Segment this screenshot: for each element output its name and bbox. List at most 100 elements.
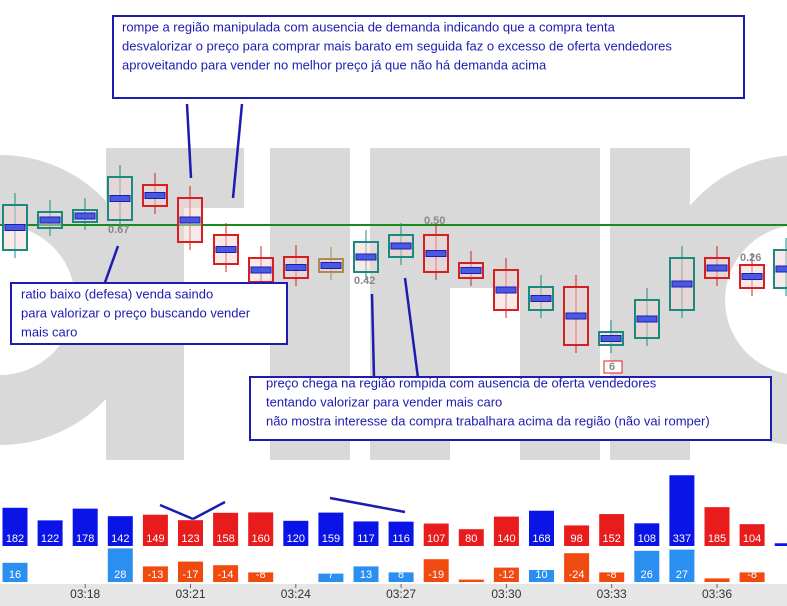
annotation-boxes: [10, 15, 772, 441]
delta-label: -8: [256, 569, 266, 581]
time-label: 03:27: [386, 587, 416, 601]
delta-label: 0: [82, 569, 88, 581]
delta-label: -3: [712, 569, 722, 581]
delta-label: -17: [183, 569, 199, 581]
poc: [355, 253, 377, 261]
volume-label: 104: [743, 533, 761, 545]
volume-label: 158: [216, 533, 234, 545]
chart-label: 0.26: [740, 252, 761, 264]
poc: [530, 295, 552, 302]
poc: [250, 266, 272, 274]
volume-bar: [634, 523, 660, 546]
volume-bar: [564, 525, 590, 546]
delta-label: -12: [498, 569, 514, 581]
delta-bar: [2, 562, 28, 582]
annotation-text: mais caro: [21, 324, 77, 339]
volume-bar: [213, 512, 239, 546]
volume-label: 13: [781, 533, 787, 545]
poc: [600, 335, 622, 342]
delta-bar: [248, 572, 274, 582]
delta-label: 13: [360, 569, 372, 581]
time-label: 03:33: [597, 587, 627, 601]
annotation-text: aproveitando para vender no melhor preço…: [122, 57, 547, 72]
time-axis: [0, 584, 787, 606]
poc: [144, 192, 166, 199]
volume-label: 122: [41, 533, 59, 545]
poc: [741, 273, 763, 280]
delta-label: 28: [114, 569, 126, 581]
annotation-text: desvalorizar o preço para comprar mais b…: [122, 38, 672, 53]
delta-bar: [634, 550, 660, 582]
volume-bar: [72, 508, 98, 546]
delta-label: 27: [676, 569, 688, 581]
delta-label: -8: [747, 569, 757, 581]
delta-label: -8: [607, 569, 617, 581]
delta-label: 0: [47, 569, 53, 581]
annotation-text: rompe a região manipulada com ausencia d…: [122, 19, 616, 34]
volume-bar: [283, 520, 309, 546]
delta-bar: [178, 561, 203, 582]
delta-label: 0: [784, 569, 787, 581]
delta-bar: [564, 553, 590, 582]
poc: [74, 212, 96, 220]
volume-bar: [318, 512, 344, 546]
annotation-text: não mostra interesse da compra trabalhar…: [266, 413, 710, 428]
poc: [179, 216, 201, 224]
volume-label: 178: [76, 533, 94, 545]
delta-bar: [599, 572, 625, 582]
volume-label: 149: [146, 533, 164, 545]
time-label: 03:21: [175, 587, 205, 601]
delta-label: -19: [428, 569, 444, 581]
chart-label: 0.50: [424, 215, 445, 227]
delta-bar: [388, 572, 414, 582]
candles: [2, 165, 787, 353]
volume-bar: [2, 507, 28, 546]
poc: [775, 265, 787, 273]
delta-bar: [739, 572, 765, 582]
volume-bar: [248, 512, 274, 546]
delta-bar: [493, 567, 519, 582]
volume-bar: [353, 521, 379, 546]
volume-label: 116: [392, 533, 410, 545]
label-box: [603, 360, 623, 374]
volume-bar: [599, 514, 625, 546]
delta-label: -14: [218, 569, 234, 581]
time-label: 03:30: [491, 587, 521, 601]
delta-bar: [107, 548, 133, 582]
volume-label: 159: [322, 533, 340, 545]
delta-bar: [423, 559, 449, 582]
volume-label: 140: [497, 533, 515, 545]
delta-bar: [353, 566, 379, 582]
delta-label: 7: [328, 569, 334, 581]
delta-label: -24: [569, 569, 585, 581]
poc: [460, 267, 482, 274]
volume-bar: [178, 520, 203, 546]
volume-label: 182: [6, 533, 24, 545]
volume-label: 107: [427, 533, 445, 545]
volume-label: 108: [638, 533, 656, 545]
annotation-text: para valorizar o preço buscando vender: [21, 305, 251, 320]
volume-bar: [669, 475, 695, 546]
delta-bar: [318, 573, 344, 582]
volume-label: 123: [181, 533, 199, 545]
poc: [215, 246, 237, 253]
volume-bar: [529, 510, 554, 546]
poc: [636, 315, 658, 323]
volume-label: 80: [465, 533, 477, 545]
arrows: [101, 103, 420, 521]
poc: [109, 195, 131, 202]
volume-label: 98: [570, 533, 582, 545]
delta-bar: [704, 578, 730, 582]
time-label: 03:18: [70, 587, 100, 601]
annotation-text: preço chega na região rompida com ausenc…: [266, 375, 657, 390]
chart-label: 0.42: [354, 275, 375, 287]
poc: [495, 286, 517, 294]
delta-label: 0: [293, 569, 299, 581]
volume-bar: [739, 524, 765, 546]
volume-bar: [774, 543, 787, 546]
delta-label: 8: [398, 569, 404, 581]
volume-bar: [423, 523, 449, 546]
delta-bar: [529, 570, 554, 582]
poc: [4, 224, 26, 231]
poc: [565, 312, 587, 320]
